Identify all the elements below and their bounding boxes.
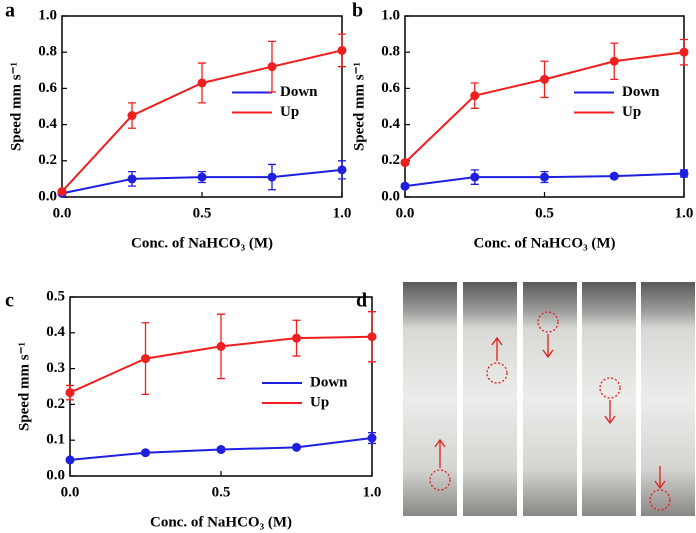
- y-tick-label: 0.2: [381, 152, 400, 168]
- x-axis-label: Conc. of NaHCO₃ (M): [131, 235, 273, 251]
- x-tick-label: 0.0: [61, 484, 80, 500]
- legend-label: Up: [310, 394, 329, 410]
- photo-strip: [403, 282, 457, 516]
- x-tick-label: 0.0: [396, 205, 415, 221]
- data-point: [609, 56, 619, 66]
- y-tick-label: 0.0: [38, 188, 57, 204]
- data-point: [216, 341, 226, 351]
- y-tick-label: 0.2: [38, 152, 57, 168]
- y-tick-label: 1.0: [38, 7, 57, 23]
- y-tick-label: 0.0: [381, 188, 400, 204]
- annotations: [429, 311, 671, 511]
- panel-label: b: [352, 0, 363, 22]
- data-point: [141, 354, 150, 364]
- x-tick-label: 0.5: [535, 205, 554, 221]
- x-tick-label: 1.0: [363, 484, 382, 500]
- legend-label: Down: [280, 84, 318, 100]
- data-point: [609, 171, 619, 181]
- photo-strip: [463, 282, 517, 516]
- data-point: [127, 174, 137, 184]
- data-point: [267, 62, 277, 72]
- data-point: [65, 455, 75, 465]
- data-point: [197, 172, 207, 182]
- data-point: [400, 181, 410, 191]
- data-point: [292, 333, 301, 343]
- y-tick-label: 0.5: [46, 288, 65, 304]
- legend-label: Up: [280, 104, 299, 120]
- photo-strip: [523, 282, 577, 516]
- data-point: [337, 165, 347, 175]
- photo-strips: [403, 282, 695, 516]
- panel-label: d: [356, 290, 367, 312]
- data-point: [540, 172, 549, 182]
- x-tick-label: 0.5: [193, 205, 212, 221]
- data-point: [679, 168, 689, 178]
- x-tick-label: 1.0: [675, 205, 694, 221]
- data-point: [127, 111, 137, 121]
- data-point: [267, 172, 277, 182]
- plot-frame: [61, 15, 343, 198]
- data-point: [292, 442, 301, 452]
- photo-strip: [641, 282, 695, 516]
- y-tick-label: 0.4: [381, 116, 400, 132]
- data-point: [367, 332, 377, 342]
- y-tick-label: 0.3: [46, 360, 65, 376]
- data-point: [141, 448, 150, 458]
- y-tick-label: 0.1: [46, 432, 65, 448]
- x-axis-label: Conc. of NaHCO₃ (M): [474, 235, 616, 251]
- photo-strip: [582, 282, 636, 516]
- data-point: [470, 91, 480, 101]
- y-tick-label: 0.8: [38, 44, 57, 60]
- data-point: [400, 158, 410, 168]
- y-tick-label: 0.6: [38, 80, 57, 96]
- legend-label: Up: [622, 104, 641, 120]
- y-tick-label: 0.6: [381, 80, 400, 96]
- y-tick-label: 0.2: [46, 396, 65, 412]
- data-point: [57, 187, 67, 197]
- data-point: [470, 172, 480, 182]
- y-tick-label: 0.4: [38, 116, 57, 132]
- plot-frame: [404, 15, 685, 198]
- x-tick-label: 0.0: [53, 205, 72, 221]
- y-tick-label: 1.0: [381, 7, 400, 23]
- data-point: [679, 47, 689, 57]
- data-point: [540, 74, 549, 84]
- data-point: [65, 388, 75, 398]
- x-tick-label: 1.0: [333, 205, 352, 221]
- x-tick-label: 0.5: [212, 484, 231, 500]
- y-axis-label: Speed mm s⁻¹: [351, 62, 367, 151]
- panel-label: a: [5, 0, 15, 22]
- panel-label: c: [5, 290, 14, 312]
- y-tick-label: 0.8: [381, 44, 400, 60]
- legend-label: Down: [622, 84, 660, 100]
- data-point: [197, 78, 207, 88]
- y-tick-label: 0.4: [46, 324, 65, 340]
- y-axis-label: Speed mm s⁻¹: [16, 342, 32, 431]
- x-axis-label: Conc. of NaHCO₃ (M): [150, 514, 292, 530]
- data-point: [216, 445, 226, 455]
- data-point: [337, 45, 347, 55]
- y-tick-label: 0.0: [46, 467, 65, 483]
- legend-label: Down: [310, 374, 348, 390]
- data-point: [367, 433, 377, 443]
- y-axis-label: Speed mm s⁻¹: [8, 62, 24, 151]
